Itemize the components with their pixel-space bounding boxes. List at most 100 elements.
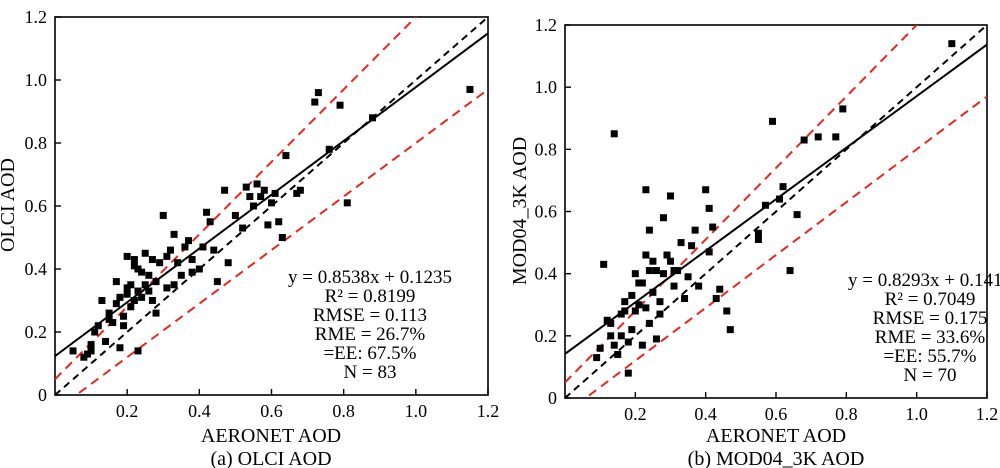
data-point — [642, 304, 650, 312]
data-point — [670, 267, 678, 275]
data-point — [206, 218, 214, 226]
stat-n: N = 70 — [904, 365, 957, 386]
x-tick-label: 1.2 — [477, 401, 500, 421]
data-point — [652, 267, 660, 275]
y-tick-label: 0.8 — [535, 139, 558, 159]
y-tick-label: 0 — [38, 385, 47, 405]
data-point — [761, 201, 769, 209]
x-tick-label: 0.6 — [260, 401, 283, 421]
data-point — [199, 243, 207, 251]
data-point — [120, 312, 128, 320]
y-axis-title: MOD04_3K AOD — [509, 137, 531, 285]
data-point — [610, 130, 618, 138]
data-point — [152, 309, 160, 317]
data-point — [105, 309, 113, 317]
data-point — [177, 271, 185, 279]
data-point — [705, 204, 713, 212]
data-point — [628, 291, 636, 299]
data-point — [614, 350, 622, 358]
data-point — [832, 133, 840, 141]
data-point — [779, 183, 787, 191]
data-point — [336, 101, 344, 109]
data-point — [138, 268, 146, 276]
one-to-one-line — [565, 25, 987, 398]
panel-b: 0.2 0.4 0.6 0.8 1.0 1.2 0 0.2 0.4 0.6 0.8 1.0 1.2 y =… — [509, 15, 1000, 468]
data-point — [239, 224, 247, 232]
data-point — [116, 344, 124, 352]
data-point — [156, 259, 164, 267]
data-point — [667, 257, 674, 265]
data-point — [203, 208, 211, 216]
data-point — [69, 347, 77, 355]
data-point — [123, 290, 131, 298]
y-tick-label: 0.4 — [535, 264, 558, 284]
data-point — [631, 307, 639, 315]
data-point — [800, 136, 808, 144]
data-point — [163, 252, 171, 260]
x-tick-label: 0.2 — [116, 401, 139, 421]
data-point — [624, 369, 632, 377]
data-point — [793, 211, 801, 219]
data-point — [688, 242, 696, 250]
data-point — [603, 316, 611, 324]
data-points — [69, 85, 474, 361]
y-tick-label: 1.2 — [25, 7, 48, 27]
data-point — [123, 252, 131, 260]
y-tick-label: 0.6 — [25, 196, 48, 216]
data-point — [148, 297, 156, 304]
data-point — [242, 183, 250, 191]
data-point — [754, 235, 762, 243]
data-point — [659, 214, 667, 222]
data-point — [170, 281, 178, 289]
x-tick-label: 0.6 — [765, 404, 788, 424]
data-point — [645, 267, 653, 275]
data-point — [293, 189, 301, 197]
data-point — [163, 284, 171, 292]
panel-caption: (b) MOD04_3K AOD — [688, 448, 865, 468]
panel-caption: (a) OLCI AOD — [210, 448, 331, 468]
data-point — [691, 226, 699, 234]
data-point — [94, 322, 102, 330]
stat-n: N = 83 — [344, 362, 397, 383]
data-point — [628, 326, 636, 334]
data-point — [83, 350, 91, 358]
data-point — [638, 279, 646, 287]
y-axis-title: OLCI AOD — [0, 158, 19, 252]
data-point — [681, 295, 689, 303]
data-point — [268, 199, 275, 207]
data-point — [726, 326, 734, 334]
reference-lines — [55, 17, 488, 395]
data-point — [246, 193, 254, 201]
stat-ee: =EE: 67.5% — [323, 343, 416, 364]
data-point — [776, 195, 784, 203]
data-point — [649, 257, 657, 265]
data-point — [617, 332, 625, 340]
data-point — [768, 117, 776, 125]
data-point — [282, 152, 290, 160]
y-tick-label: 1.0 — [535, 77, 558, 97]
data-point — [116, 293, 124, 301]
data-point — [221, 186, 229, 194]
data-point — [709, 223, 717, 231]
data-point — [621, 307, 629, 315]
x-tick-label: 0.2 — [624, 404, 647, 424]
y-tick-label: 0.4 — [25, 259, 48, 279]
ee-upper-line — [55, 17, 418, 380]
y-tick-label: 1.2 — [535, 15, 558, 35]
ee-upper-line — [565, 25, 919, 384]
data-point — [195, 265, 203, 273]
reference-lines — [565, 25, 987, 398]
data-point — [152, 278, 160, 286]
data-point — [652, 335, 660, 343]
data-point — [210, 246, 218, 254]
data-point — [130, 262, 138, 270]
data-point — [102, 337, 110, 345]
data-point — [260, 186, 268, 194]
x-tick-label: 0.8 — [332, 401, 355, 421]
data-point — [596, 344, 604, 352]
data-point — [98, 297, 106, 304]
data-point — [141, 249, 149, 257]
data-point — [325, 145, 333, 153]
data-point — [271, 189, 279, 197]
